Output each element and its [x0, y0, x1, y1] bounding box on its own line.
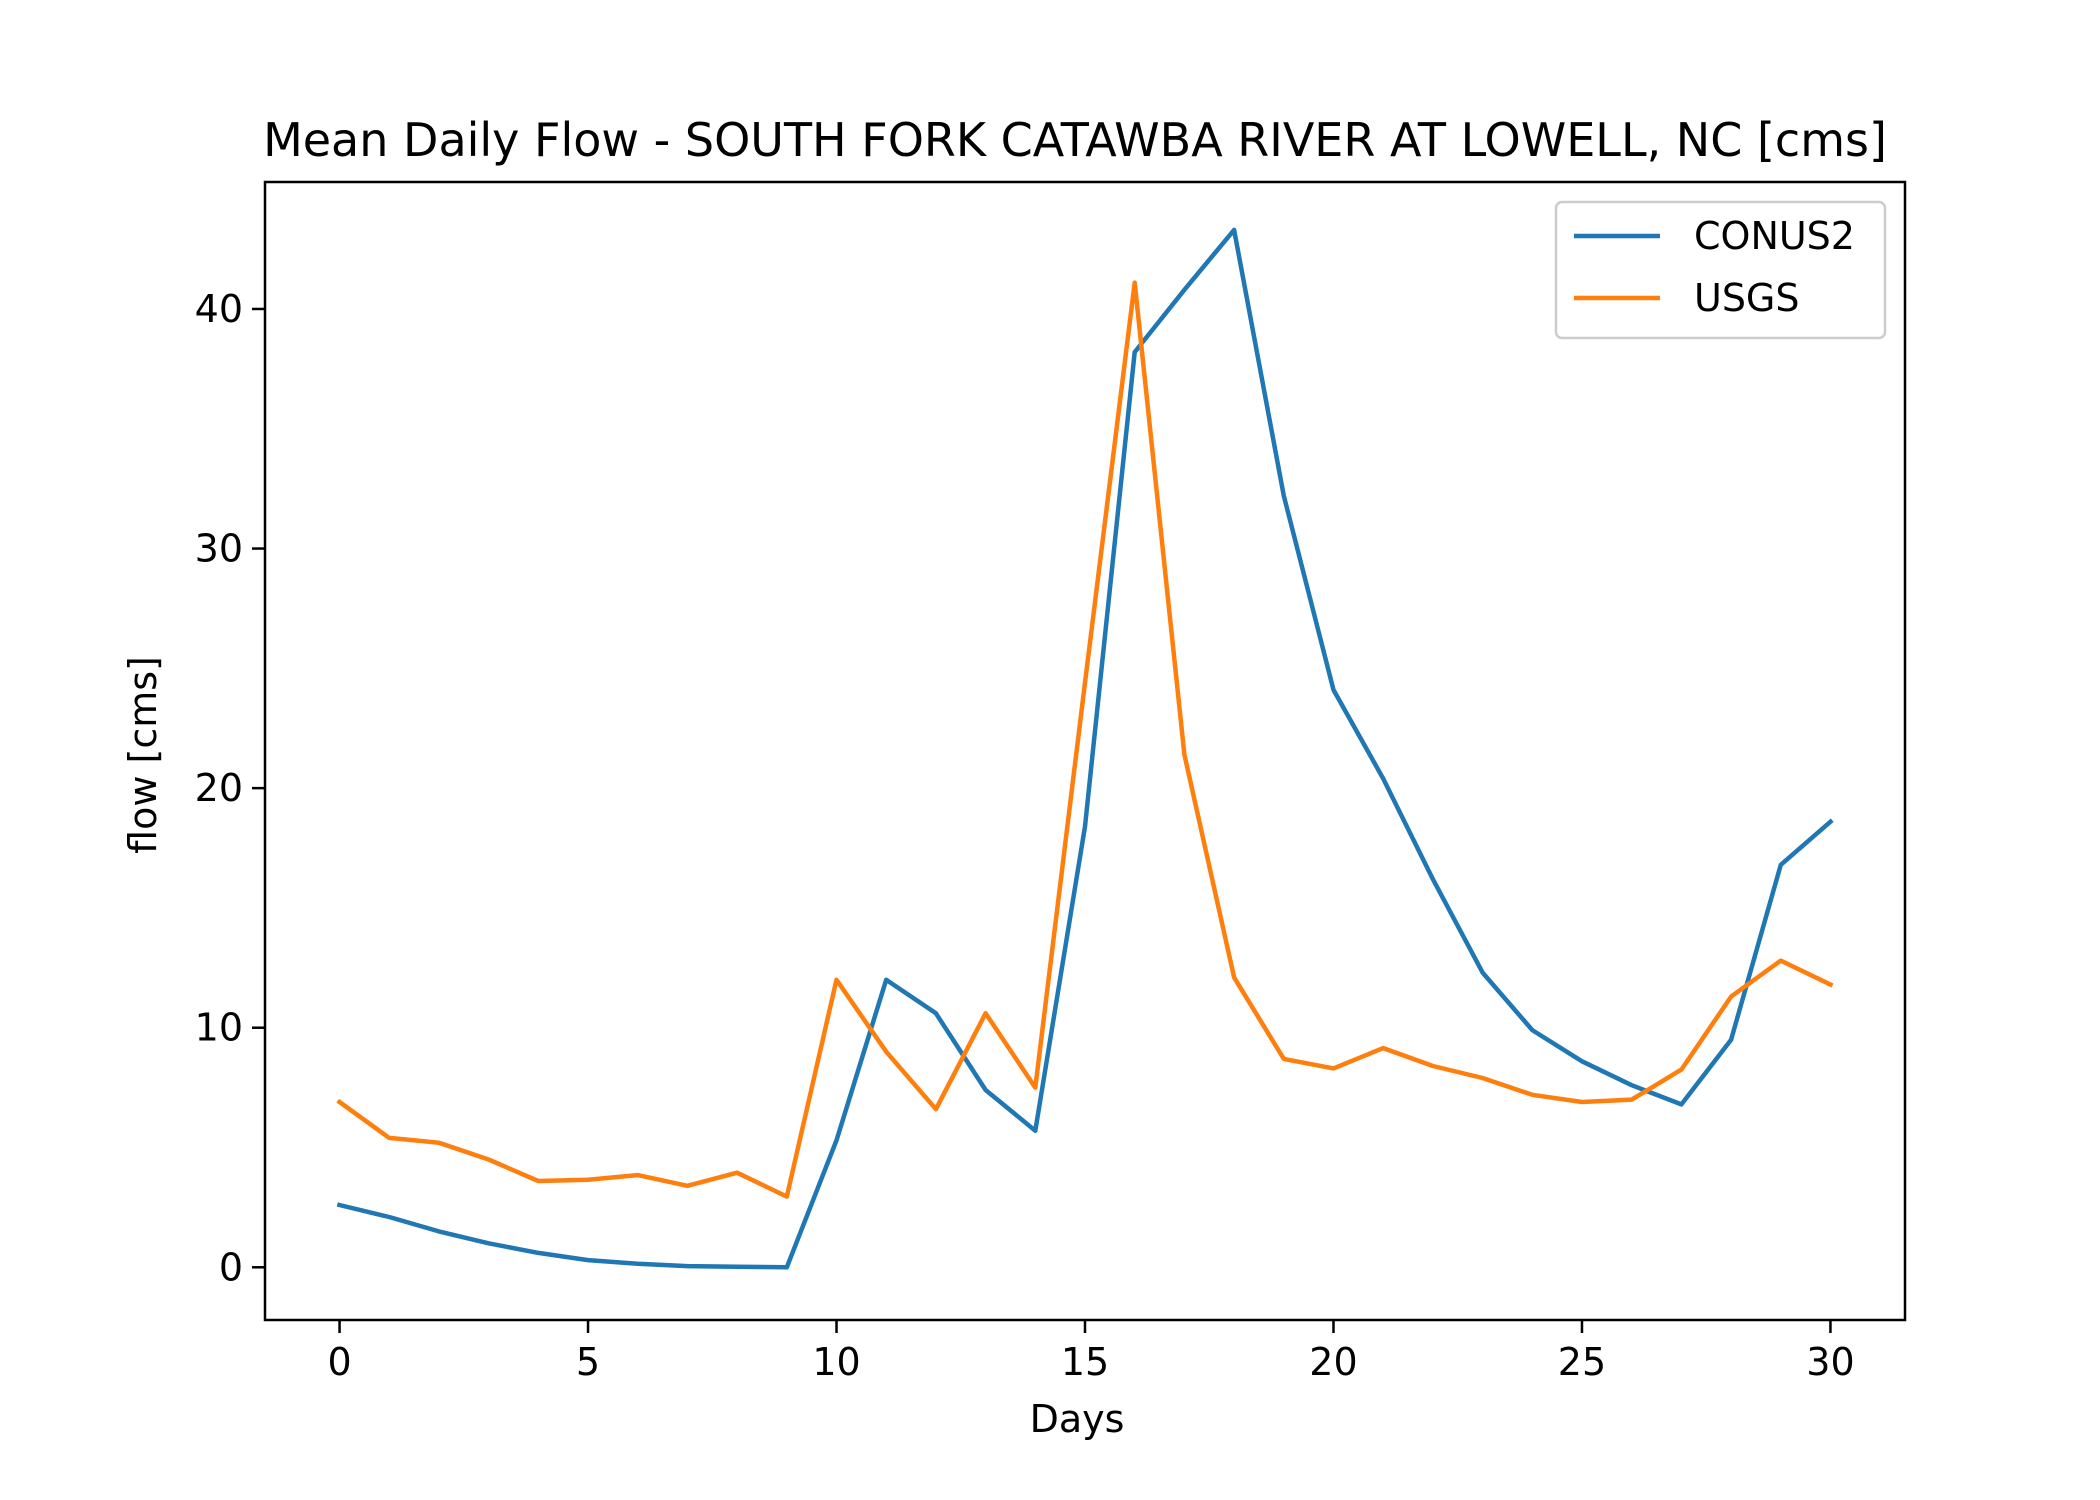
legend: CONUS2 USGS: [1554, 200, 1887, 340]
series-line-usgs: [336, 280, 1834, 1199]
plot-area: 0 5 10 15 20 25 30 0 10 20 30 40: [195, 180, 1907, 1384]
x-tick-label: 10: [812, 1340, 860, 1384]
y-tick-label: 40: [195, 287, 243, 331]
x-tick-label: 0: [327, 1340, 351, 1384]
legend-label-usgs: USGS: [1694, 276, 1800, 320]
y-tick-label: 10: [195, 1006, 243, 1050]
legend-label-conus2: CONUS2: [1694, 214, 1855, 258]
x-axis-title: Days: [1030, 1397, 1125, 1441]
x-tick-label: 30: [1806, 1340, 1854, 1384]
chart-title: Mean Daily Flow - SOUTH FORK CATAWBA RIV…: [263, 113, 1887, 167]
y-tick-label: 20: [195, 766, 243, 810]
x-tick-label: 15: [1061, 1340, 1109, 1384]
x-tick-label: 5: [576, 1340, 600, 1384]
y-tick-label: 0: [219, 1245, 243, 1289]
series-line-conus2: [336, 227, 1834, 1270]
plot-frame: [263, 180, 1907, 1322]
y-axis-title: flow [cms]: [121, 656, 165, 854]
y-tick-label: 30: [195, 527, 243, 571]
x-tick-label: 25: [1558, 1340, 1606, 1384]
x-tick-label: 20: [1309, 1340, 1357, 1384]
